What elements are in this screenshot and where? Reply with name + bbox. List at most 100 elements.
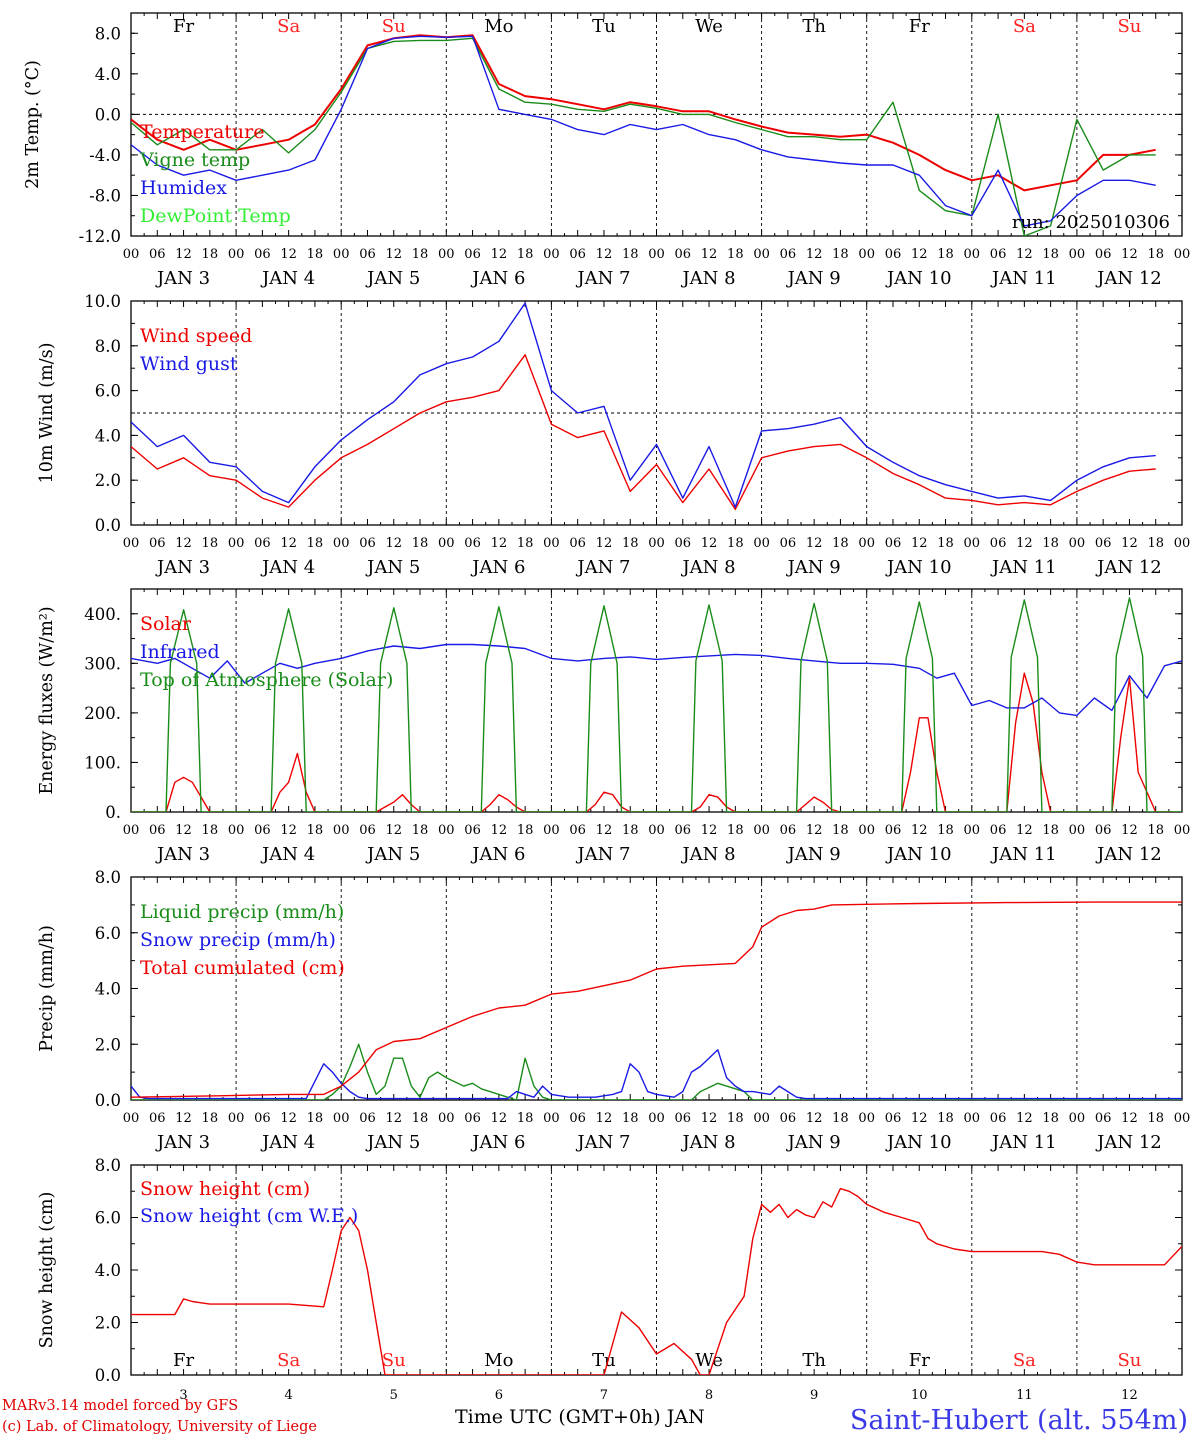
- day-number-label: 11: [1016, 1388, 1033, 1403]
- hour-tick-label: 06: [149, 247, 166, 262]
- hour-tick-label: 06: [149, 1111, 166, 1126]
- date-label: JAN 8: [680, 1132, 735, 1153]
- hour-tick-label: 00: [753, 1111, 770, 1126]
- y-tick-label: 10.0: [84, 292, 121, 311]
- date-label: JAN 12: [1095, 268, 1162, 289]
- hour-tick-label: 18: [307, 536, 324, 551]
- series-line: [131, 35, 1156, 227]
- hour-tick-label: 00: [753, 536, 770, 551]
- hour-tick-label: 12: [911, 536, 928, 551]
- y-tick-label: 0.0: [95, 516, 121, 535]
- hour-tick-label: 12: [701, 536, 718, 551]
- hour-tick-label: 06: [464, 1111, 481, 1126]
- hour-tick-label: 00: [648, 536, 665, 551]
- y-tick-label: 400.: [84, 605, 121, 624]
- hour-tick-label: 06: [464, 247, 481, 262]
- y-tick-label: -8.0: [89, 186, 121, 205]
- hour-tick-label: 18: [622, 823, 639, 838]
- hour-tick-label: 00: [1174, 536, 1191, 551]
- hour-tick-label: 12: [1016, 536, 1033, 551]
- day-number-label: 12: [1121, 1388, 1138, 1403]
- hour-tick-label: 00: [333, 823, 350, 838]
- hour-tick-label: 12: [701, 1111, 718, 1126]
- hour-tick-label: 00: [228, 247, 245, 262]
- hour-tick-label: 06: [149, 536, 166, 551]
- hour-tick-label: 12: [491, 1111, 508, 1126]
- hour-tick-label: 18: [307, 1111, 324, 1126]
- day-label: We: [695, 16, 723, 37]
- hour-tick-label: 00: [333, 247, 350, 262]
- date-label: JAN 10: [885, 844, 952, 865]
- date-label: JAN 3: [155, 1132, 210, 1153]
- hour-tick-label: 18: [622, 247, 639, 262]
- y-tick-label: 8.0: [95, 337, 121, 356]
- hour-tick-label: 06: [780, 247, 797, 262]
- hour-tick-label: 12: [596, 823, 613, 838]
- hour-tick-label: 18: [517, 536, 534, 551]
- hour-tick-label: 06: [990, 536, 1007, 551]
- series-line: [131, 34, 1156, 192]
- hour-tick-label: 18: [937, 1111, 954, 1126]
- hour-tick-label: 00: [858, 247, 875, 262]
- hour-tick-label: 06: [675, 823, 692, 838]
- y-tick-label: 8.0: [95, 24, 121, 43]
- hour-tick-label: 00: [648, 823, 665, 838]
- hour-tick-label: 06: [254, 536, 271, 551]
- series-line: [131, 597, 1182, 812]
- hour-tick-label: 00: [543, 823, 560, 838]
- hour-tick-label: 00: [1069, 536, 1086, 551]
- hour-tick-label: 00: [858, 536, 875, 551]
- legend-entry: Humidex: [140, 177, 227, 199]
- hour-tick-label: 12: [385, 536, 402, 551]
- hour-tick-label: 18: [937, 823, 954, 838]
- hour-tick-label: 12: [911, 1111, 928, 1126]
- legend-entry: Liquid precip (mm/h): [140, 901, 344, 923]
- hour-tick-label: 00: [228, 1111, 245, 1126]
- hour-tick-label: 18: [412, 536, 429, 551]
- hour-tick-label: 00: [438, 823, 455, 838]
- y-tick-label: 300.: [84, 654, 121, 673]
- date-label: JAN 10: [885, 1132, 952, 1153]
- y-axis-label: Precip (mm/h): [37, 925, 57, 1052]
- hour-tick-label: 00: [648, 1111, 665, 1126]
- hour-tick-label: 00: [858, 1111, 875, 1126]
- hour-tick-label: 00: [648, 247, 665, 262]
- series-line: [131, 1187, 1182, 1375]
- hour-tick-label: 06: [1095, 247, 1112, 262]
- hour-tick-label: 06: [675, 247, 692, 262]
- y-tick-label: 0.0: [95, 1366, 121, 1385]
- hour-tick-label: 18: [412, 823, 429, 838]
- hour-tick-label: 18: [1147, 536, 1164, 551]
- hour-tick-label: 00: [964, 247, 981, 262]
- hour-tick-label: 00: [1174, 823, 1191, 838]
- legend-entry: Top of Atmosphere (Solar): [140, 669, 393, 691]
- day-label: Su: [382, 16, 406, 37]
- hour-tick-label: 00: [1069, 823, 1086, 838]
- hour-tick-label: 18: [412, 247, 429, 262]
- hour-tick-label: 18: [832, 247, 849, 262]
- day-number-label: 5: [390, 1388, 398, 1403]
- date-label: JAN 4: [260, 844, 315, 865]
- day-label: Su: [382, 1350, 406, 1371]
- hour-tick-label: 18: [937, 536, 954, 551]
- hour-tick-label: 18: [727, 247, 744, 262]
- day-label: Fr: [909, 1350, 930, 1371]
- hour-tick-label: 12: [701, 823, 718, 838]
- day-label: Th: [802, 1350, 826, 1371]
- legend-entry: Solar: [140, 613, 192, 635]
- date-label: JAN 9: [786, 268, 841, 289]
- y-tick-label: 6.0: [95, 382, 121, 401]
- y-tick-label: 0.0: [95, 105, 121, 124]
- hour-tick-label: 12: [385, 823, 402, 838]
- date-label: JAN 5: [365, 844, 420, 865]
- y-tick-label: -4.0: [89, 146, 121, 165]
- date-label: JAN 11: [990, 268, 1057, 289]
- date-label: JAN 7: [575, 557, 630, 578]
- hour-tick-label: 12: [1016, 247, 1033, 262]
- hour-tick-label: 18: [727, 823, 744, 838]
- hour-tick-label: 12: [596, 536, 613, 551]
- date-label: JAN 9: [786, 1132, 841, 1153]
- run-label: run: 2025010306: [1012, 212, 1170, 233]
- hour-tick-label: 18: [832, 1111, 849, 1126]
- hour-tick-label: 06: [1095, 1111, 1112, 1126]
